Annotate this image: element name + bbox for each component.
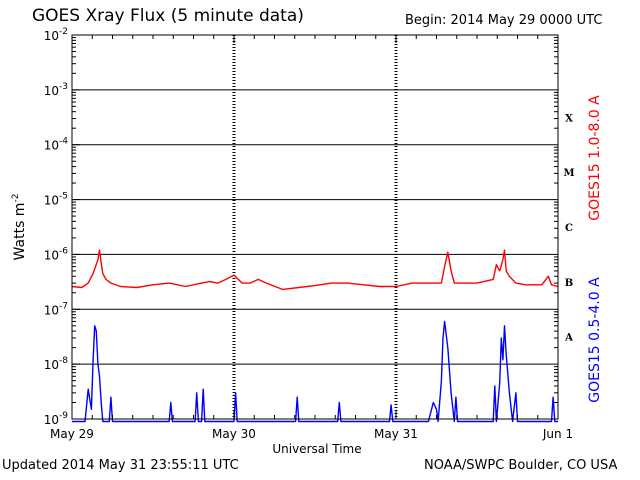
flare-class-label: X bbox=[565, 113, 573, 124]
updated-timestamp: Updated 2014 May 31 23:55:11 UTC bbox=[2, 458, 239, 473]
y-tick-label: 10-9 bbox=[44, 411, 69, 427]
series-line-short bbox=[72, 320, 558, 423]
y-tick-label: 10-2 bbox=[44, 27, 68, 43]
axes bbox=[71, 34, 559, 420]
begin-date: Begin: 2014 May 29 0000 UTC bbox=[405, 13, 603, 28]
y-tick-label: 10-7 bbox=[44, 301, 68, 317]
legend-short-channel: GOES15 0.5-4.0 A bbox=[587, 277, 603, 403]
y-tick-label: 10-4 bbox=[44, 137, 69, 153]
x-tick-label: Jun 1 bbox=[542, 427, 573, 441]
x-tick-label: May 30 bbox=[212, 427, 256, 441]
y-axis-title: Watts m-2 bbox=[11, 194, 28, 261]
legend-long-channel: GOES15 1.0-8.0 A bbox=[587, 95, 603, 221]
y-tick-label: 10-5 bbox=[44, 192, 68, 208]
flare-class-label: A bbox=[564, 333, 573, 344]
x-tick-label: May 31 bbox=[374, 427, 418, 441]
series-line-long bbox=[71, 249, 559, 291]
y-tick-label: 10-8 bbox=[44, 356, 69, 372]
series-layer bbox=[71, 249, 559, 423]
x-axis-title: Universal Time bbox=[272, 442, 361, 456]
chart-title: GOES Xray Flux (5 minute data) bbox=[32, 6, 304, 26]
y-tick-label: 10-6 bbox=[44, 246, 69, 262]
flare-class-label: B bbox=[565, 278, 573, 289]
flare-class-label: C bbox=[565, 223, 573, 234]
credit-text: NOAA/SWPC Boulder, CO USA bbox=[424, 458, 618, 473]
grid-lines bbox=[72, 35, 558, 419]
x-tick-label: May 29 bbox=[50, 427, 94, 441]
y-tick-label: 10-3 bbox=[44, 82, 68, 98]
plot-frame bbox=[71, 34, 559, 420]
axis-labels: 10-9 10-8 10-7 10-6 10-5 10-4 10-3 10-2 May 29 Ma… bbox=[11, 27, 603, 456]
flare-class-label: M bbox=[563, 168, 574, 179]
